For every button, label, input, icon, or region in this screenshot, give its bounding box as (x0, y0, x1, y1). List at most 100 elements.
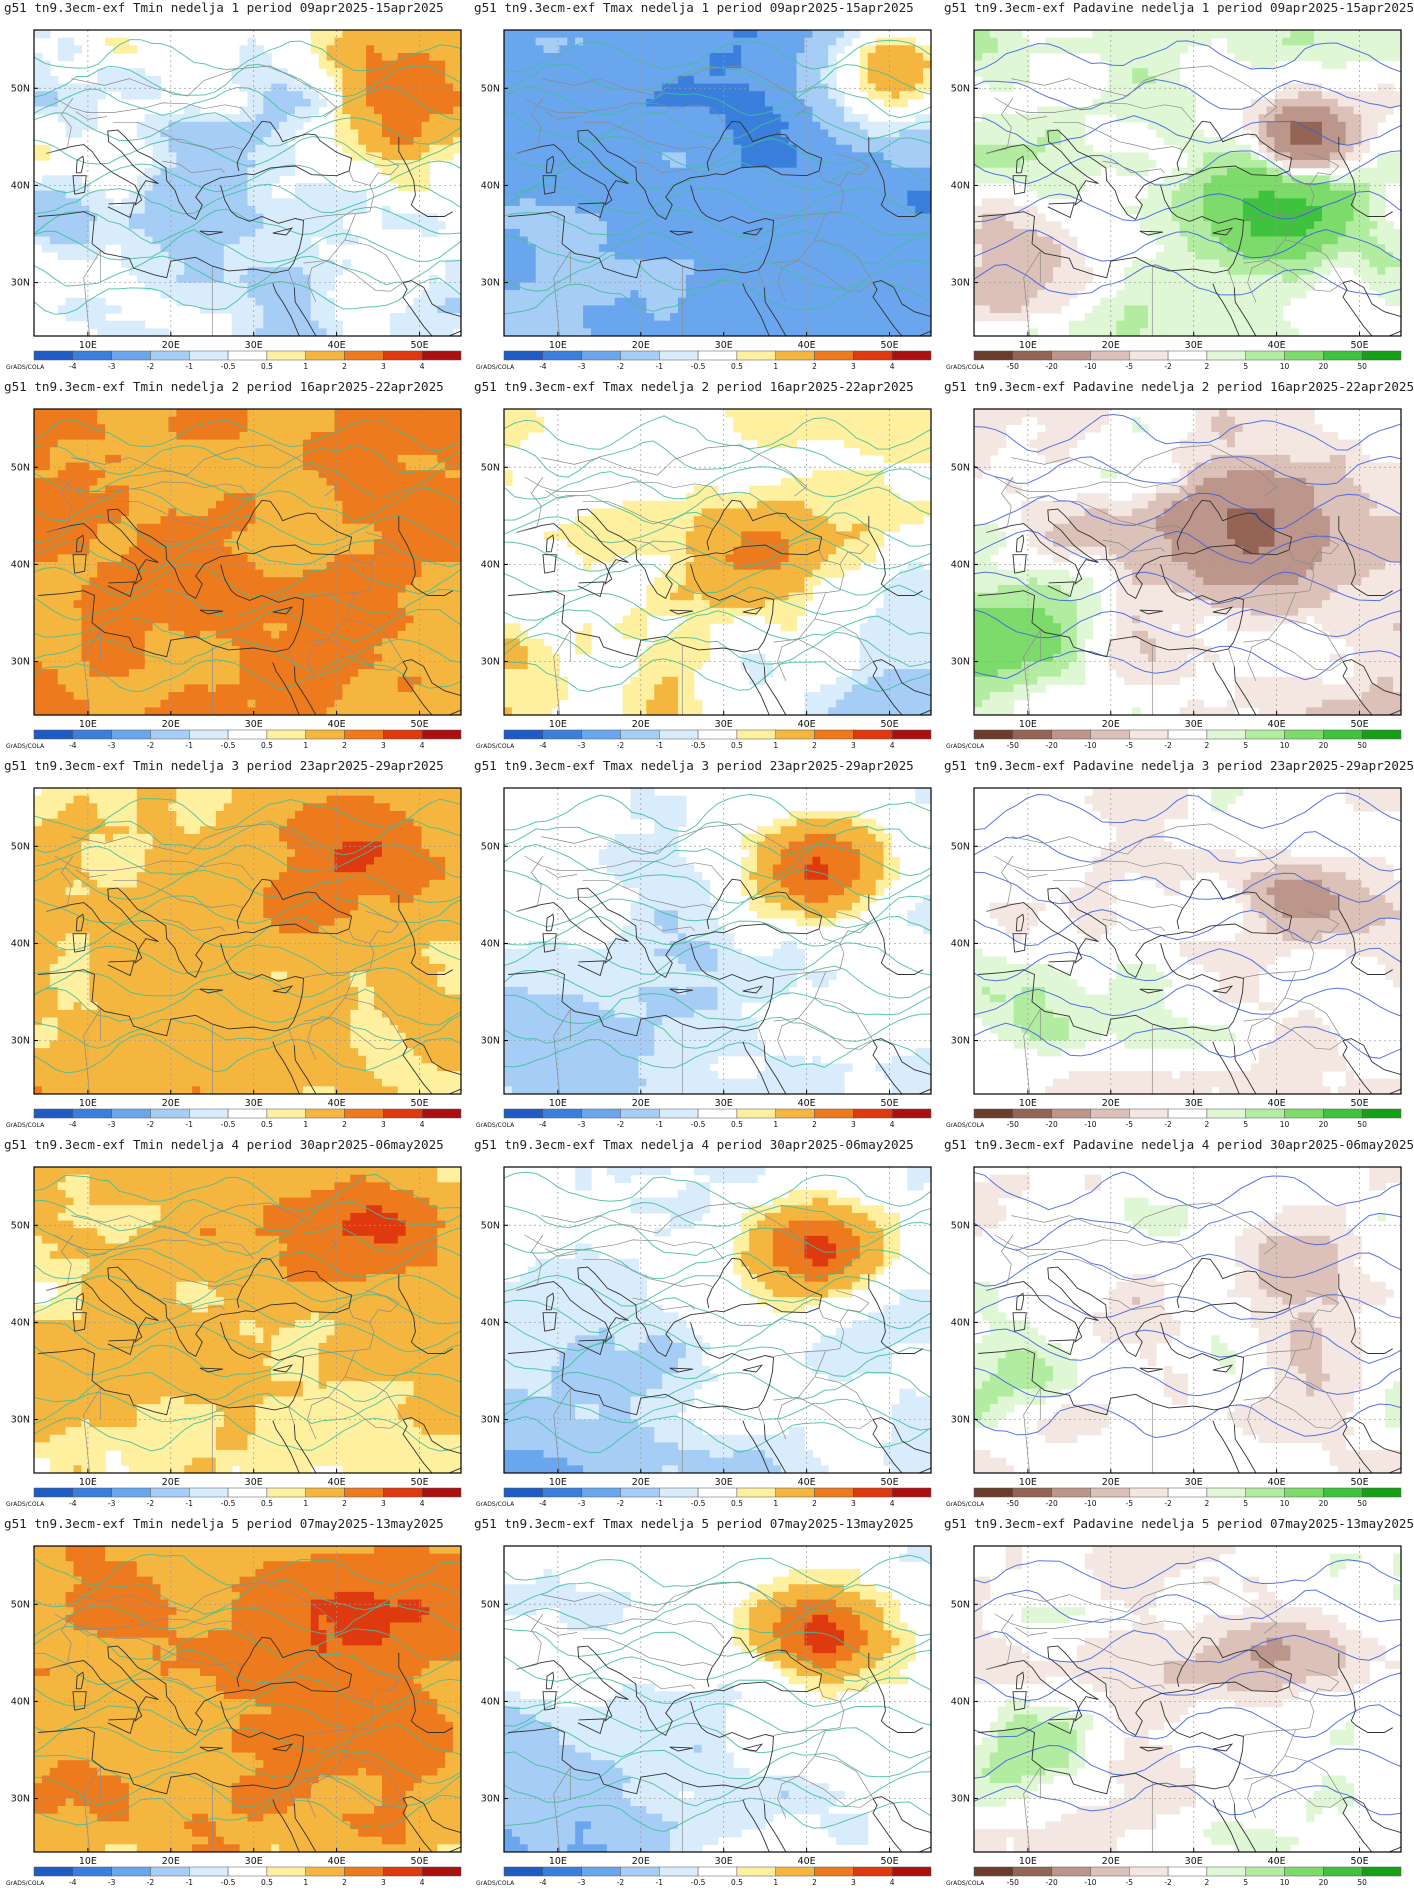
lat-tick-label: 40N (481, 1317, 500, 1328)
colorbar-swatch (503, 1487, 544, 1498)
colorbar-swatch (1361, 1487, 1402, 1498)
colorbar-label: 5 (1243, 362, 1248, 371)
colorbar-label: -10 (1084, 1499, 1096, 1508)
colorbar-swatch (111, 1866, 151, 1877)
anomaly-field (974, 788, 1401, 1094)
lon-tick-label: 50E (410, 719, 428, 730)
colorbar-label: -4 (69, 362, 77, 371)
anomaly-field (974, 1167, 1401, 1473)
colorbar-swatch (1245, 1866, 1285, 1877)
map-panel: g51 tn9.3ecm-exf Tmax nedelja 1 period 0… (474, 0, 944, 379)
colorbar-swatch (1012, 1487, 1052, 1498)
map-panel: g51 tn9.3ecm-exf Padavine nedelja 3 peri… (944, 758, 1414, 1137)
lon-tick-label: 50E (410, 1477, 428, 1488)
lon-tick-label: 40E (328, 1856, 346, 1867)
colorbar-swatch (1090, 729, 1130, 740)
lon-tick-label: 30E (1185, 719, 1203, 730)
colorbar-swatch (814, 729, 854, 740)
colorbar-label: -5 (1126, 741, 1134, 750)
colorbar-label: 3 (851, 1878, 856, 1887)
colorbar-swatch (853, 1487, 893, 1498)
colorbar-label: 4 (890, 1499, 895, 1508)
colorbar-swatch (620, 350, 660, 361)
colorbar-swatch (1051, 1487, 1091, 1498)
colorbar-label: -1 (186, 741, 194, 750)
lat-tick-label: 40N (11, 180, 30, 191)
colorbar-swatch (581, 1866, 621, 1877)
panel-title: g51 tn9.3ecm-exf Tmax nedelja 5 period 0… (474, 1516, 944, 1540)
map-frame (503, 1166, 932, 1474)
lon-tick-label: 20E (632, 1098, 650, 1109)
colorbar-label: -2 (147, 741, 155, 750)
lat-tick-label: 40N (11, 938, 30, 949)
colorbar-swatch (1129, 350, 1169, 361)
colorbar-swatch (1245, 1108, 1285, 1119)
colorbar-swatch (266, 1866, 306, 1877)
colorbar-swatch (1090, 350, 1130, 361)
lat-tick-label: 50N (951, 462, 970, 473)
map-svg: 10E 20E 30E 40E 50E 50N 40N 30N -4 -3 -2 -1 -0.5 0.5 1… (6, 787, 462, 1129)
colorbar-label: 3 (381, 1878, 386, 1887)
colorbar-label: 3 (381, 741, 386, 750)
graticule (504, 1167, 931, 1473)
coastline-layer (508, 1581, 931, 1852)
lon-tick-label: 40E (798, 1856, 816, 1867)
lat-tick-label: 50N (951, 1220, 970, 1231)
map-svg: 10E 20E 30E 40E 50E 50N 40N 30N -4 -3 -2 -1 -0.5 0.5 1… (476, 1545, 932, 1887)
anomaly-field (504, 1167, 931, 1473)
colorbar-label: -1 (656, 741, 664, 750)
colorbar-swatch (736, 729, 776, 740)
grads-credit: GrADS/COLA (6, 1880, 45, 1887)
lat-tick-label: 50N (11, 1220, 30, 1231)
colorbar-swatch (189, 729, 229, 740)
colorbar-label: -0.5 (691, 1120, 706, 1129)
lon-tick-label: 50E (410, 1856, 428, 1867)
lon-tick-label: 40E (798, 1098, 816, 1109)
colorbar-label: -3 (108, 1499, 116, 1508)
colorbar-swatch (1361, 350, 1402, 361)
map-svg: 10E 20E 30E 40E 50E 50N 40N 30N -50 -20 -10 -5 -2 2 5 1… (946, 1545, 1402, 1887)
lat-tick-label: 50N (951, 841, 970, 852)
colorbar-swatch (1051, 729, 1091, 740)
colorbar-label: 0.5 (731, 1120, 743, 1129)
colorbar-label: 5 (1243, 1878, 1248, 1887)
lon-tick-label: 20E (1102, 1477, 1120, 1488)
lon-tick-label: 40E (798, 340, 816, 351)
lat-tick-label: 40N (11, 559, 30, 570)
colorbar: -4 -3 -2 -1 -0.5 0.5 1 2 3 4 (33, 729, 462, 750)
colorbar-swatch (1284, 729, 1324, 740)
lon-tick-label: 50E (410, 1098, 428, 1109)
colorbar-swatch (542, 729, 582, 740)
map-figure: 10E 20E 30E 40E 50E 50N 40N 30N -4 -3 -2 -1 -0.5 0.5 1… (4, 782, 474, 1137)
colorbar-label: 3 (381, 1120, 386, 1129)
colorbar-label: -5 (1126, 1120, 1134, 1129)
colorbar-swatch (150, 729, 190, 740)
panel-title: g51 tn9.3ecm-exf Tmax nedelja 1 period 0… (474, 0, 944, 24)
colorbar: -4 -3 -2 -1 -0.5 0.5 1 2 3 4 (503, 350, 932, 371)
colorbar-swatch (1167, 1108, 1208, 1119)
colorbar-label: -0.5 (221, 1120, 236, 1129)
colorbar-swatch (305, 1108, 345, 1119)
lat-tick-label: 30N (11, 1794, 30, 1805)
coastline-layer (978, 444, 1401, 715)
map-figure: 10E 20E 30E 40E 50E 50N 40N 30N -4 -3 -2 -1 -0.5 0.5 1… (474, 1540, 944, 1895)
colorbar-swatch (581, 729, 621, 740)
panel-title: g51 tn9.3ecm-exf Tmin nedelja 5 period 0… (4, 1516, 474, 1540)
colorbar-swatch (1284, 350, 1324, 361)
map-frame (973, 1166, 1402, 1474)
colorbar-label: -4 (539, 362, 547, 371)
colorbar-swatch (1284, 1866, 1324, 1877)
colorbar-swatch (1012, 729, 1052, 740)
colorbar-swatch (620, 1108, 660, 1119)
colorbar-swatch (503, 350, 544, 361)
grads-credit: GrADS/COLA (476, 1880, 515, 1887)
lat-tick-label: 40N (951, 559, 970, 570)
lon-tick-label: 10E (79, 1856, 97, 1867)
colorbar-swatch (1167, 1866, 1208, 1877)
colorbar-label: 0.5 (731, 1878, 743, 1887)
map-figure: 10E 20E 30E 40E 50E 50N 40N 30N -50 -20 -10 -5 -2 2 5 1… (944, 1161, 1414, 1516)
colorbar-swatch (72, 350, 112, 361)
lon-tick-label: 50E (880, 1098, 898, 1109)
colorbar-swatch (150, 1108, 190, 1119)
lon-tick-label: 50E (1350, 1477, 1368, 1488)
